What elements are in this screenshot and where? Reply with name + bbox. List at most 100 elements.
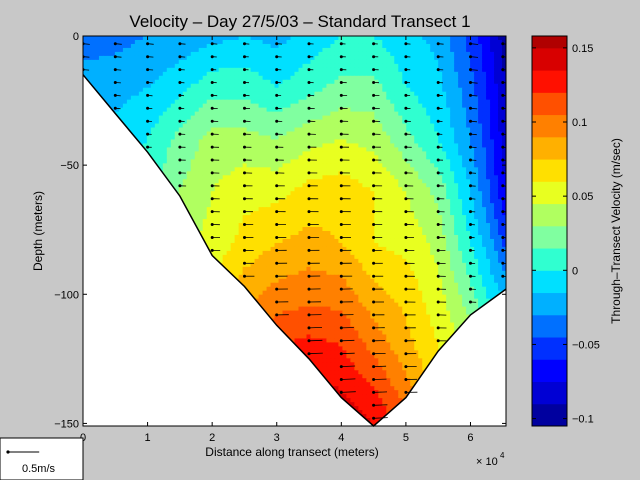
field-cell	[90, 59, 96, 65]
field-cell	[218, 242, 224, 248]
field-cell	[438, 79, 443, 85]
field-cell	[378, 71, 383, 77]
field-cell	[334, 215, 339, 220]
field-cell	[158, 79, 164, 85]
field-cell	[434, 36, 439, 41]
field-cell	[398, 143, 403, 149]
field-cell	[158, 51, 164, 57]
field-cell	[146, 83, 152, 89]
field-cell	[310, 187, 316, 192]
field-cell	[322, 119, 328, 125]
field-cell	[154, 107, 160, 113]
field-cell	[458, 91, 463, 97]
field-cell	[302, 234, 308, 240]
field-cell	[386, 195, 391, 200]
field-cell	[418, 238, 423, 244]
field-cell	[462, 36, 467, 41]
field-cell	[474, 207, 479, 212]
field-cell	[442, 211, 447, 216]
field-cell	[466, 127, 471, 133]
field-cell	[314, 219, 320, 224]
field-cell	[286, 83, 292, 89]
field-cell	[178, 187, 184, 192]
field-cell	[254, 175, 260, 180]
field-cell	[238, 195, 244, 200]
field-cell	[422, 111, 427, 117]
field-cell	[270, 143, 276, 149]
field-cell	[142, 107, 148, 113]
field-cell	[394, 67, 399, 73]
field-cell	[438, 203, 443, 208]
field-cell	[310, 147, 316, 153]
field-cell	[422, 123, 427, 129]
field-cell	[202, 83, 208, 89]
field-cell	[362, 238, 367, 244]
field-cell	[414, 234, 419, 240]
field-cell	[194, 75, 200, 81]
field-cell	[474, 123, 479, 129]
field-cell	[150, 107, 156, 113]
field-cell	[418, 107, 423, 113]
field-cell	[326, 47, 332, 53]
field-cell	[302, 63, 308, 69]
field-cell	[166, 163, 172, 168]
field-cell	[330, 75, 336, 81]
field-cell	[354, 115, 359, 121]
field-cell	[338, 47, 343, 53]
field-cell	[146, 87, 152, 93]
field-cell	[438, 159, 443, 164]
field-cell	[130, 107, 136, 113]
field-cell	[410, 231, 415, 236]
field-cell	[498, 175, 503, 180]
field-cell	[242, 107, 248, 113]
field-cell	[394, 242, 399, 248]
field-cell	[234, 242, 240, 248]
field-cell	[282, 219, 288, 224]
field-cell	[122, 47, 128, 53]
field-cell	[390, 215, 395, 220]
field-cell	[430, 238, 435, 244]
field-cell	[462, 199, 467, 204]
field-cell	[358, 51, 363, 57]
field-cell	[250, 246, 256, 252]
field-cell	[286, 163, 292, 168]
field-cell	[406, 159, 411, 164]
field-cell	[378, 127, 383, 133]
field-cell	[206, 211, 212, 216]
field-cell	[110, 91, 116, 97]
field-cell	[458, 47, 463, 53]
field-cell	[198, 211, 204, 216]
field-cell	[250, 43, 256, 49]
field-cell	[314, 75, 320, 81]
field-cell	[146, 119, 152, 125]
field-cell	[454, 99, 459, 105]
field-cell	[414, 139, 419, 145]
field-cell	[470, 55, 475, 61]
field-cell	[226, 187, 232, 192]
field-cell	[310, 123, 316, 129]
field-cell	[198, 179, 204, 184]
field-cell	[454, 187, 459, 192]
field-cell	[482, 231, 487, 236]
field-cell	[494, 147, 499, 153]
field-cell	[454, 223, 459, 228]
field-cell	[138, 51, 144, 57]
field-cell	[378, 111, 383, 117]
field-cell	[390, 223, 395, 228]
field-cell	[314, 95, 320, 101]
field-cell	[374, 159, 379, 164]
field-cell	[214, 36, 220, 41]
field-cell	[486, 115, 491, 121]
field-cell	[238, 71, 244, 77]
field-cell	[134, 79, 140, 85]
field-cell	[426, 75, 431, 81]
field-cell	[126, 83, 132, 89]
field-cell	[470, 131, 475, 137]
field-cell	[394, 143, 399, 149]
field-cell	[410, 187, 415, 192]
field-cell	[406, 123, 411, 129]
field-cell	[458, 191, 463, 196]
field-cell	[222, 39, 228, 45]
field-cell	[474, 39, 479, 45]
field-cell	[334, 87, 339, 93]
